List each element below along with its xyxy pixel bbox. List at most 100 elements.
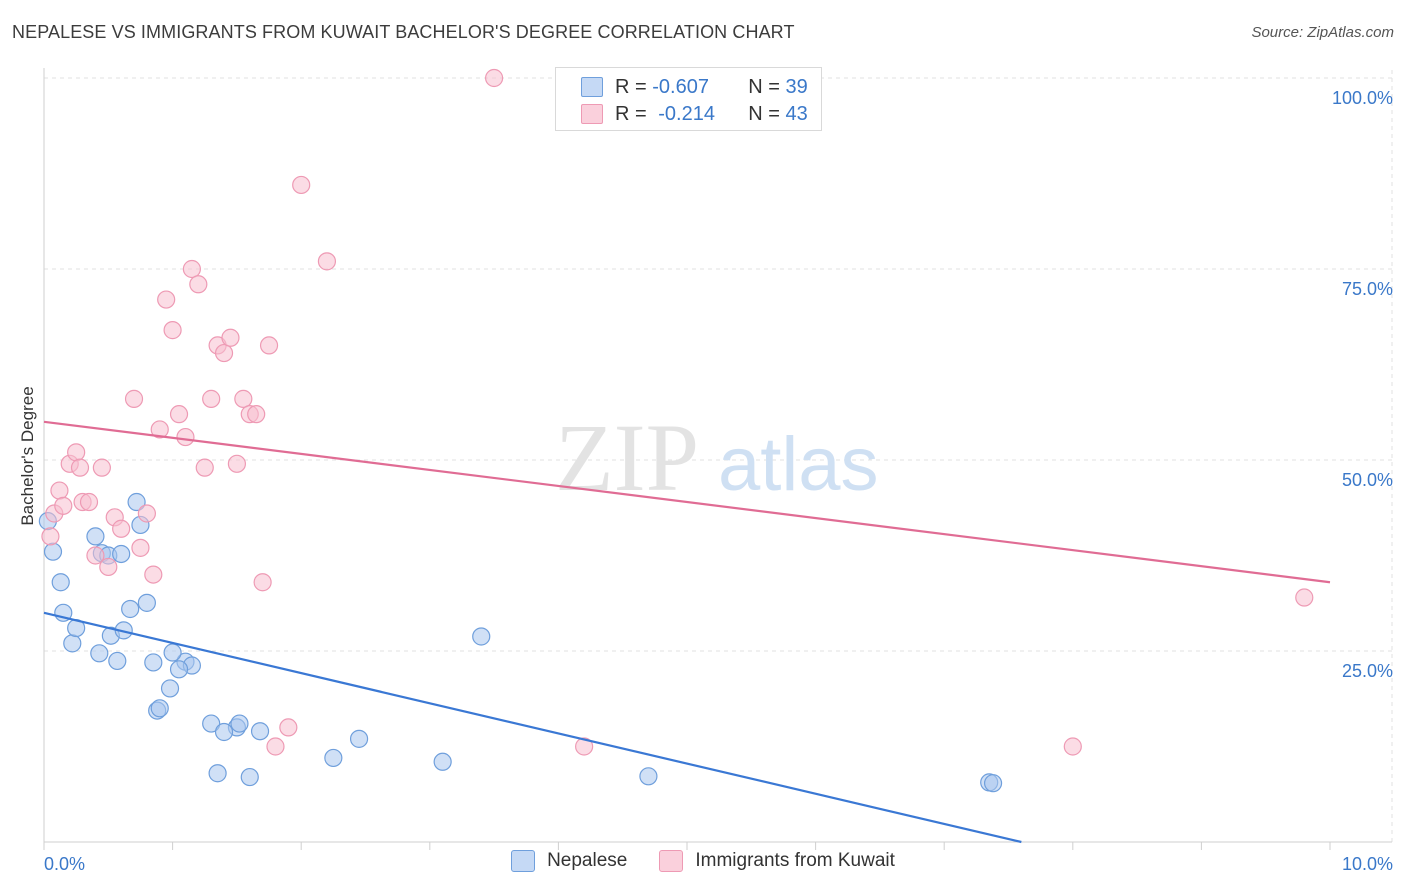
point-kuwait <box>124 389 144 408</box>
trend-line-nepalese <box>43 611 1022 844</box>
point-kuwait <box>189 275 208 294</box>
source-label: Source: ZipAtlas.com <box>1251 24 1394 41</box>
point-kuwait <box>41 527 60 546</box>
axes <box>43 68 1392 850</box>
legend-label-kuwait: Immigrants from Kuwait <box>695 850 895 871</box>
legend-n-label: N = <box>748 102 780 125</box>
point-kuwait <box>221 328 240 347</box>
point-nepalese <box>983 774 1003 793</box>
x-tick-label: 0.0% <box>44 854 85 874</box>
point-nepalese <box>121 599 140 619</box>
point-kuwait <box>144 565 163 584</box>
point-kuwait <box>86 546 105 565</box>
legend-r-label: R = <box>615 75 647 98</box>
y-tick-label: 50.0% <box>1342 470 1393 490</box>
point-kuwait <box>137 504 156 523</box>
legend-item-nepalese: Nepalese <box>511 850 627 872</box>
point-nepalese <box>160 679 180 698</box>
point-kuwait <box>70 458 90 477</box>
legend-r-value: -0.607 <box>652 75 709 98</box>
stats-legend: R = -0.607 N = 39 R = -0.214 N = 43 <box>555 67 822 131</box>
legend-n-value: 43 <box>785 102 808 125</box>
point-nepalese <box>208 764 227 783</box>
point-kuwait <box>182 259 201 279</box>
point-kuwait <box>259 336 279 355</box>
point-nepalese <box>127 492 146 512</box>
point-kuwait <box>227 454 246 473</box>
y-tick-label: 100.0% <box>1332 88 1393 108</box>
legend-label-nepalese: Nepalese <box>547 850 628 871</box>
point-kuwait <box>131 538 150 557</box>
y-tick-label: 75.0% <box>1342 279 1393 299</box>
point-nepalese <box>230 714 249 733</box>
trend-lines <box>43 420 1331 844</box>
point-nepalese <box>163 643 182 662</box>
point-kuwait <box>176 427 195 447</box>
point-nepalese <box>202 714 221 733</box>
watermark-atlas: atlas <box>718 422 879 507</box>
point-kuwait <box>112 519 131 538</box>
legend-swatch-nepalese <box>511 850 536 872</box>
point-kuwait <box>150 420 169 439</box>
point-nepalese <box>144 653 163 672</box>
point-kuwait <box>202 389 221 408</box>
tick-labels: 100.0% 75.0% 50.0% 25.0% 0.0% 10.0% <box>44 88 1393 874</box>
legend-r-value: -0.214 <box>658 102 715 125</box>
legend-n-value: 39 <box>785 75 808 98</box>
chart-title: NEPALESE VS IMMIGRANTS FROM KUWAIT BACHE… <box>12 22 795 42</box>
point-nepalese <box>324 748 343 768</box>
point-nepalese <box>112 544 131 564</box>
point-kuwait <box>50 481 69 500</box>
point-kuwait <box>234 389 253 408</box>
point-nepalese <box>137 593 156 612</box>
point-nepalese <box>433 752 452 771</box>
point-nepalese <box>108 651 127 671</box>
point-nepalese <box>639 767 658 786</box>
point-kuwait <box>575 737 594 756</box>
point-kuwait <box>292 175 311 195</box>
x-tick-label: 10.0% <box>1342 854 1393 874</box>
point-kuwait <box>79 492 99 512</box>
point-kuwait <box>317 252 337 271</box>
point-nepalese <box>63 634 82 653</box>
legend-r-label: R = <box>615 102 647 125</box>
point-kuwait <box>169 405 189 424</box>
series-legend: Nepalese Immigrants from Kuwait <box>0 850 1406 872</box>
legend-item-kuwait: Immigrants from Kuwait <box>659 850 895 872</box>
point-kuwait <box>99 557 118 577</box>
legend-swatch-nepalese <box>581 77 603 97</box>
legend-swatch-kuwait <box>581 104 603 124</box>
watermark-zip: ZIP <box>555 404 699 511</box>
point-kuwait <box>92 458 111 477</box>
watermark: ZIP atlas <box>555 404 879 511</box>
point-kuwait <box>253 573 272 592</box>
data-points <box>38 68 1314 793</box>
point-nepalese <box>240 767 259 787</box>
legend-swatch-kuwait <box>659 850 684 872</box>
point-kuwait <box>54 496 73 515</box>
point-nepalese <box>214 722 234 742</box>
point-kuwait <box>163 321 182 340</box>
point-kuwait <box>1063 737 1082 756</box>
point-kuwait <box>1295 588 1314 607</box>
point-nepalese <box>51 573 70 592</box>
legend-row-nepalese: R = -0.607 N = 39 <box>581 74 808 100</box>
point-nepalese <box>349 729 369 748</box>
point-nepalese <box>250 722 270 741</box>
trend-line-kuwait <box>43 420 1331 584</box>
point-nepalese <box>86 527 105 546</box>
point-nepalese <box>150 699 169 718</box>
point-nepalese <box>43 542 63 561</box>
point-kuwait <box>485 68 504 88</box>
point-kuwait <box>67 443 86 462</box>
point-kuwait <box>266 737 285 756</box>
point-kuwait <box>279 718 298 737</box>
point-kuwait <box>247 405 266 424</box>
point-kuwait <box>157 290 176 309</box>
point-nepalese <box>90 644 109 663</box>
point-kuwait <box>195 458 214 477</box>
legend-n-label: N = <box>748 75 780 98</box>
point-nepalese <box>169 660 189 679</box>
point-kuwait <box>214 343 234 363</box>
